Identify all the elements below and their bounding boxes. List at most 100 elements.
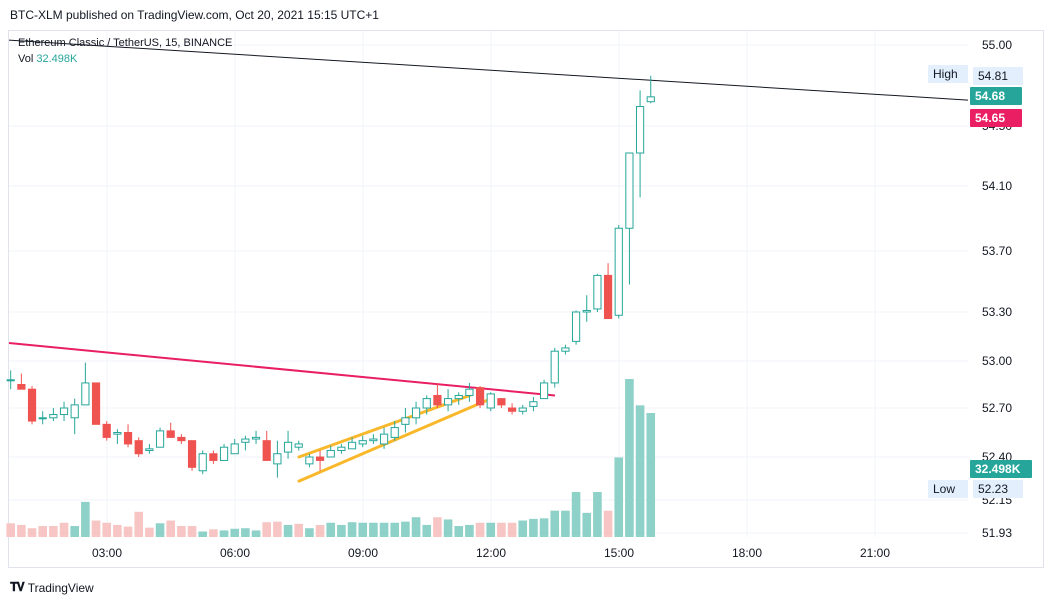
volume-bar — [145, 527, 154, 537]
candle-body — [507, 407, 517, 412]
volume-bar — [262, 522, 272, 537]
volume-bar — [209, 529, 218, 537]
high-value-bg — [973, 67, 1023, 85]
candle-body — [38, 417, 47, 420]
volume-bar — [17, 524, 26, 537]
candle-body — [518, 407, 527, 412]
volume-bar — [582, 512, 592, 537]
volume-legend: Vol 32.498K — [18, 51, 232, 67]
candle-body — [155, 430, 165, 448]
candle-body — [571, 311, 581, 342]
low-label: Low — [933, 482, 955, 496]
x-tick-label: 12:00 — [476, 546, 506, 560]
volume-bar — [379, 522, 389, 537]
candle-body — [582, 309, 591, 313]
volume-bar — [422, 524, 432, 537]
volume-bar — [390, 522, 400, 537]
chart-frame — [8, 30, 1044, 568]
candle-body — [529, 401, 538, 407]
candle-body — [273, 453, 282, 465]
high-label: High — [933, 67, 958, 81]
volume-bar — [539, 518, 549, 537]
volume-bar — [593, 492, 602, 537]
volume-bar — [123, 526, 133, 537]
y-tick-label: 53.30 — [982, 305, 1012, 319]
candle-body — [49, 414, 58, 419]
prev-price-label: 54.65 — [975, 111, 1005, 125]
volume-bar — [49, 526, 58, 537]
candle-body — [102, 423, 111, 438]
volume-bar — [497, 522, 506, 537]
candle-body — [198, 453, 207, 472]
candle-body — [70, 404, 79, 419]
candle-body — [550, 350, 559, 384]
prev-price-label-bg — [970, 109, 1022, 127]
volume-bar — [91, 520, 101, 537]
candle-body — [379, 433, 389, 445]
volume-bar — [241, 528, 250, 537]
volume-bar — [27, 528, 37, 537]
candle-body — [454, 394, 463, 400]
volume-bar — [326, 522, 336, 537]
volume-bar — [305, 528, 314, 537]
volume-bar — [166, 520, 176, 537]
candle-body — [81, 382, 90, 406]
volume-bar — [6, 523, 16, 537]
volume-bar — [603, 510, 613, 537]
volume-bar — [347, 522, 357, 537]
x-tick-label: 18:00 — [732, 546, 762, 560]
candle-body — [603, 274, 613, 320]
candle-body — [326, 449, 335, 458]
volume-bar — [550, 510, 560, 537]
volume-bar — [518, 520, 528, 537]
y-tick-label: 52.70 — [982, 401, 1012, 415]
volume-bar — [561, 510, 570, 537]
chart-legend: Ethereum Classic / TetherUS, 15, BINANCE… — [18, 35, 232, 67]
volume-price-label: 32.498K — [975, 462, 1021, 476]
volume-bar — [486, 522, 496, 537]
volume-bar — [646, 413, 656, 537]
candle-body — [230, 443, 239, 455]
volume-bar — [251, 530, 261, 537]
candle-body — [27, 388, 37, 422]
candle-body — [294, 443, 303, 448]
y-tick-label: 54.10 — [982, 179, 1012, 193]
volume-bar — [134, 511, 144, 537]
volume-bar — [38, 526, 48, 537]
candle-body — [486, 393, 495, 409]
candle-body — [593, 274, 602, 310]
candle-body — [401, 417, 410, 425]
candle-body — [358, 440, 367, 445]
low-value: 52.23 — [978, 482, 1008, 496]
volume-price-label-bg — [970, 460, 1032, 478]
candle-body — [283, 441, 293, 453]
high-label-bg — [928, 65, 968, 83]
low-label-bg — [928, 480, 968, 498]
branding[interactable]: 𝐓𝐕 TradingView — [10, 580, 94, 595]
volume-bar — [443, 519, 453, 537]
candle-body — [17, 384, 26, 390]
low-value-bg — [973, 480, 1023, 498]
volume-bar — [401, 521, 410, 537]
candle-body — [134, 440, 143, 455]
candle-body — [337, 446, 346, 451]
y-tick-label: 51.93 — [982, 526, 1012, 540]
volume-bar — [635, 405, 645, 537]
y-tick-label: 55.00 — [982, 38, 1012, 52]
candle-body — [241, 438, 250, 443]
candle-body — [433, 394, 442, 406]
volume-bar — [433, 517, 442, 537]
candle-body — [646, 96, 655, 103]
candle-body — [177, 436, 186, 442]
y-tick-label: 53.00 — [982, 354, 1012, 368]
candle-body — [475, 387, 485, 406]
candle-body — [422, 398, 431, 409]
x-tick-label: 03:00 — [92, 546, 122, 560]
volume-bar — [283, 524, 293, 537]
volume-bar — [273, 521, 282, 537]
x-tick-label: 21:00 — [860, 546, 890, 560]
candle-body — [390, 427, 399, 438]
candle-body — [411, 407, 421, 419]
tradingview-logo-icon: 𝐓𝐕 — [10, 580, 25, 594]
